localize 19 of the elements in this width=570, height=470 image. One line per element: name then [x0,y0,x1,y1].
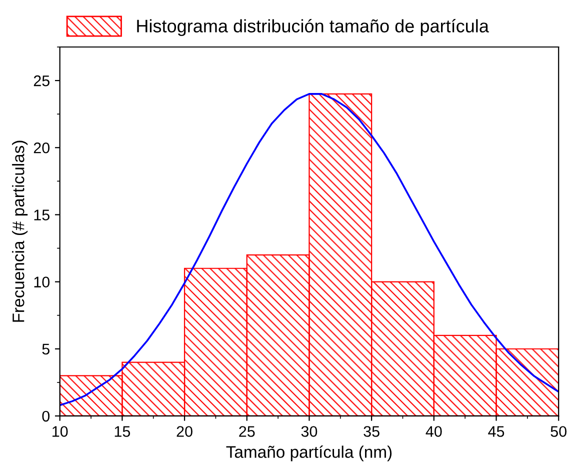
x-tick-label: 45 [488,426,504,437]
x-tick-label: 10 [52,426,68,437]
x-tick-label: 50 [550,426,566,437]
legend-label: Histograma distribución tamaño de partícula [137,19,489,36]
x-tick-label: 25 [239,426,255,437]
x-tick-label: 20 [176,426,192,437]
x-axis-title: Tamaño partícula (nm) [226,445,392,462]
y-tick-label: 25 [34,75,50,86]
y-tick-label: 10 [34,276,50,288]
x-tick-label: 35 [364,426,380,437]
y-tick-label: 0 [42,410,50,422]
x-tick-label: 15 [114,426,130,437]
y-tick-label: 15 [34,210,50,220]
x-tick-label: 40 [426,426,442,437]
x-tick-label: 30 [301,426,318,437]
y-tick-label: 20 [34,142,50,154]
y-tick-label: 5 [42,344,50,355]
line-series [60,93,559,406]
y-axis-title: Frecuencia (# particulas) [12,140,28,322]
